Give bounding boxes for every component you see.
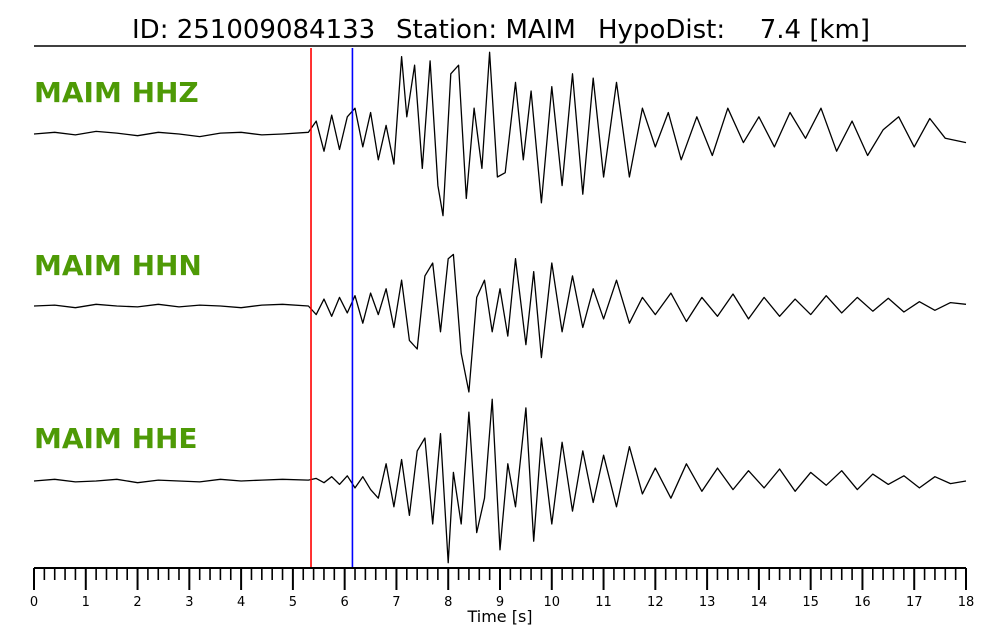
x-tick-label: 16 bbox=[854, 595, 871, 610]
x-tick-label: 17 bbox=[906, 595, 923, 610]
waveform-line bbox=[33, 253, 967, 393]
x-tick-label: 0 bbox=[30, 595, 38, 610]
x-tick-label: 4 bbox=[237, 595, 245, 610]
waveform-line bbox=[33, 398, 967, 564]
x-ticks: 0 1 2 3 4 5 6 7 8 9 10 11 12 13 14 15 16 17 18 bbox=[30, 568, 974, 610]
x-tick-label: 14 bbox=[751, 595, 768, 610]
x-tick-label: 8 bbox=[444, 595, 452, 610]
hypodist-value: 7.4 [km] bbox=[760, 15, 870, 45]
trace-panel-3: MAIM HHE bbox=[33, 398, 967, 564]
phase-picks bbox=[310, 48, 354, 567]
x-tick-label: 10 bbox=[544, 595, 561, 610]
figure-header: ID: 251009084133 Station: MAIM HypoDist:… bbox=[34, 15, 966, 47]
x-axis-label: Time [s] bbox=[466, 607, 532, 626]
waveform-line bbox=[33, 51, 967, 217]
event-id-text: ID: 251009084133 bbox=[132, 15, 375, 45]
x-tick-label: 18 bbox=[958, 595, 975, 610]
time-axis: 0 1 2 3 4 5 6 7 8 9 10 11 12 13 14 15 16 17 18 Time [s] bbox=[30, 567, 974, 626]
x-tick-label: 5 bbox=[289, 595, 297, 610]
x-tick-label: 11 bbox=[595, 595, 612, 610]
channel-label: MAIM HHE bbox=[34, 422, 198, 455]
trace-panels: MAIM HHZ MAIM HHN MAIM HHE bbox=[33, 51, 967, 564]
x-tick-label: 9 bbox=[496, 595, 504, 610]
trace-panel-2: MAIM HHN bbox=[33, 249, 967, 393]
x-tick-label: 3 bbox=[185, 595, 193, 610]
channel-label: MAIM HHN bbox=[34, 249, 202, 282]
x-tick-label: 12 bbox=[647, 595, 664, 610]
trace-panel-1: MAIM HHZ bbox=[33, 51, 967, 217]
x-tick-label: 2 bbox=[133, 595, 141, 610]
station-text: Station: MAIM bbox=[396, 15, 576, 45]
x-tick-label: 15 bbox=[802, 595, 819, 610]
channel-label: MAIM HHZ bbox=[34, 76, 199, 109]
x-tick-label: 7 bbox=[392, 595, 400, 610]
x-tick-label: 1 bbox=[82, 595, 90, 610]
x-tick-label: 13 bbox=[699, 595, 716, 610]
x-tick-label: 6 bbox=[341, 595, 349, 610]
hypodist-label: HypoDist: bbox=[598, 15, 725, 45]
